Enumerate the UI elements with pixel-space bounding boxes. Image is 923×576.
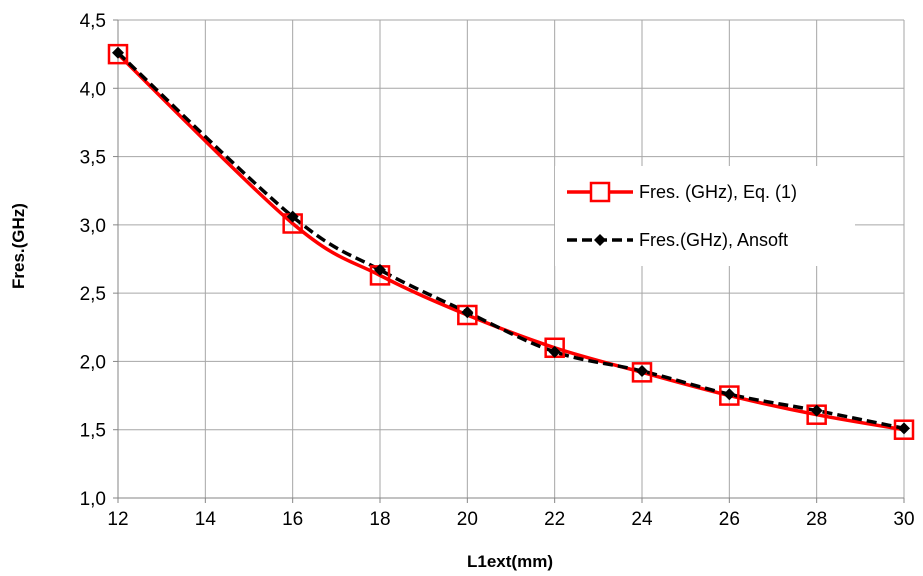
tick-labels: 12 14 16 18 20 22 24 26 28 30 1,0 1,5 2,0 2,5 3,0 3,5 4,… [80, 11, 915, 530]
data-point-diamond [636, 364, 648, 377]
x-axis-title: L1ext(mm) [467, 552, 553, 571]
x-tick-label: 12 [107, 509, 128, 530]
x-tick-label: 14 [195, 509, 217, 530]
x-tick-label: 30 [893, 509, 914, 530]
y-tick-label: 4,0 [80, 79, 106, 100]
legend: Fres. (GHz), Eq. (1) Fres.(GHz), Ansoft [555, 166, 855, 266]
data-point-square [719, 385, 740, 406]
legend-marker-eq1 [589, 181, 611, 203]
data-point-diamond [286, 210, 299, 223]
x-tick-label: 20 [457, 509, 478, 530]
data-point-square [631, 362, 653, 383]
x-tick-label: 28 [806, 509, 827, 530]
y-tick-label: 3,0 [80, 216, 106, 237]
data-point-diamond [112, 46, 124, 59]
legend-label-ansoft: Fres.(GHz), Ansoft [639, 230, 788, 250]
data-point-square [893, 419, 915, 440]
x-tick-label: 16 [282, 509, 303, 530]
data-point-diamond [898, 422, 910, 435]
series-layer [107, 43, 915, 440]
axes [113, 19, 905, 503]
x-tick-label: 18 [369, 509, 390, 530]
data-point-diamond [374, 263, 386, 276]
y-tick-label: 1,5 [80, 421, 106, 442]
y-axis-title: Fres.(GHz) [9, 203, 28, 289]
x-tick-label: 22 [544, 509, 565, 530]
data-point-diamond [548, 345, 561, 358]
x-tick-label: 24 [631, 509, 653, 530]
data-point-square [107, 43, 129, 65]
y-tick-label: 1,0 [80, 489, 106, 510]
y-tick-label: 2,0 [80, 352, 106, 373]
legend-box [555, 166, 855, 266]
data-point-diamond [723, 388, 736, 401]
data-point-diamond [461, 306, 474, 319]
series-line-0 [116, 52, 905, 432]
series-line-1 [116, 51, 905, 431]
legend-entry-eq1: Fres. (GHz), Eq. (1) [567, 181, 797, 203]
y-tick-label: 4,5 [80, 11, 106, 32]
data-point-diamond [810, 404, 823, 417]
legend-marker-ansoft [594, 234, 606, 246]
data-point-square [457, 304, 478, 326]
legend-entry-ansoft: Fres.(GHz), Ansoft [567, 230, 788, 250]
y-tick-label: 2,5 [80, 284, 106, 305]
legend-label-eq1: Fres. (GHz), Eq. (1) [639, 182, 797, 202]
x-tick-label: 26 [719, 509, 740, 530]
y-tick-label: 3,5 [80, 148, 106, 169]
